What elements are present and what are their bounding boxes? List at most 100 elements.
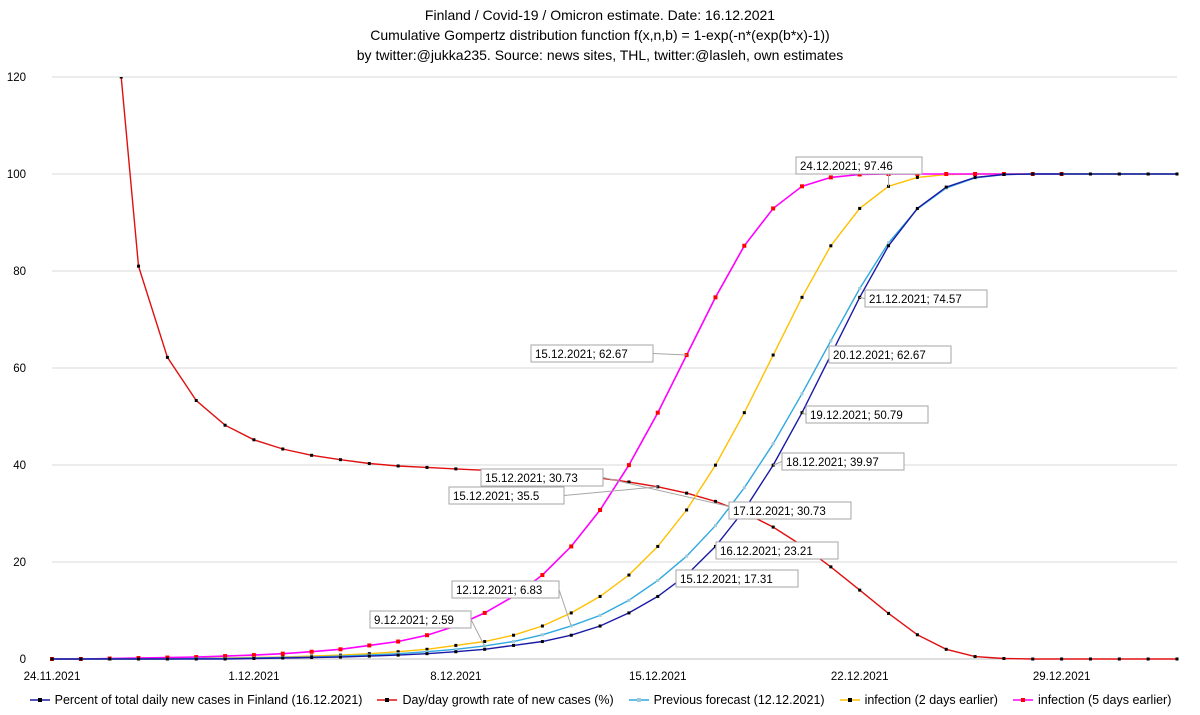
annotation-box [451,580,560,599]
annotation-label: 12.12.2021; 6.83 [456,585,542,597]
annotation-label: 20.12.2021; 62.67 [833,350,926,362]
annotation-box [530,344,654,363]
data-point [223,657,227,661]
y-tick-label: 60 [13,363,26,375]
legend-item: Percent of total daily new cases in Finl… [29,693,363,707]
x-tick-label: 22.12.2021 [831,671,889,683]
annotation-box [480,468,604,487]
data-point [887,241,891,245]
data-point [108,657,112,661]
data-point [656,578,660,582]
data-point [569,633,573,637]
data-point [1117,657,1121,661]
data-point [454,647,458,651]
data-point [973,175,977,179]
chart-title-line-3: by twitter:@jukka235. Source: news sites… [356,47,844,63]
data-point [483,647,487,651]
data-point [944,647,948,651]
data-point [310,453,314,457]
legend-label: Day/day growth rate of new cases (%) [402,693,614,707]
data-point [829,565,833,569]
data-point [50,657,54,661]
annotation-callout: 15.12.2021; 17.31 [675,569,799,588]
annotation-label: 15.12.2021; 17.31 [680,574,773,586]
annotation-layer: 24.12.2021; 97.46 21.12.2021; 74.57 20.12.… [369,156,988,629]
annotation-callout: 16.12.2021; 23.21 [715,541,839,560]
legend-swatch-marker [385,698,390,702]
legend-item: Previous forecast (12.12.2021) [628,693,825,707]
data-point [685,508,689,512]
annotation-callout: 9.12.2021; 2.59 [369,610,472,629]
data-point [742,243,747,248]
data-point [828,175,833,180]
legend-swatch [377,698,398,702]
leader-layer [470,165,890,647]
y-tick-label: 20 [13,557,26,569]
data-point [512,640,516,644]
annotation-box [795,156,923,175]
annotation-callout: 19.12.2021; 50.79 [805,405,929,424]
x-tick-label: 15.12.2021 [629,671,687,683]
data-point [280,651,285,656]
data-point [1031,657,1035,661]
data-point [800,392,804,396]
data-point [858,588,862,592]
y-tick-label: 80 [13,266,26,278]
data-point [973,172,978,176]
legend-item: infection (2 days earlier) [839,693,998,707]
annotation-leader [470,619,486,647]
data-point [367,643,372,648]
data-point [598,594,602,598]
data-point [1146,657,1150,661]
annotation-callout: 21.12.2021; 74.57 [864,289,988,308]
data-point [626,463,631,468]
data-point [482,610,487,615]
annotation-callout: 12.12.2021; 6.83 [451,580,560,599]
legend-swatch-marker [1020,698,1025,702]
data-point [829,339,833,343]
legend-item: infection (5 days earlier) [1012,693,1171,707]
annotation-leader [801,412,807,415]
data-point [483,640,487,644]
data-point [915,633,919,637]
annotation-leader [859,296,866,299]
annotation-leader [563,486,658,496]
data-point [425,652,429,656]
data-point [598,624,602,628]
data-point [396,650,400,654]
data-point [627,611,631,615]
data-point [771,442,775,446]
line-chart: 0 20 40 60 80 100 120 24.11.2021 1.12.2021 8.12.2… [7,72,1179,683]
data-point [655,410,660,415]
data-point [1117,172,1121,176]
legend-label: Percent of total daily new cases in Finl… [54,693,363,707]
y-tick-label: 40 [13,460,26,472]
x-tick-label: 1.12.2021 [228,671,279,683]
annotation-callout: 18.12.2021; 39.97 [781,452,905,471]
annotation-box [675,569,799,588]
annotation-leader [602,477,745,511]
annotation-box [828,345,952,364]
data-point [598,507,603,512]
data-point [338,655,342,659]
data-point [742,411,746,415]
data-point [454,650,458,654]
annotation-box [781,452,905,471]
data-point [685,491,689,495]
data-point [887,611,891,615]
y-tick-label: 100 [7,169,26,181]
data-point [512,633,516,637]
data-point [915,175,919,179]
legend-swatch-marker [37,698,42,702]
data-point [1146,172,1150,176]
data-point [309,649,314,654]
data-point [1002,657,1006,661]
data-point [396,653,400,657]
data-point [713,295,718,300]
data-point [915,206,919,210]
data-point [800,184,804,189]
data-point [252,438,256,442]
annotation-label: 15.12.2021; 35.5 [453,491,539,503]
annotation-callout: 17.12.2021; 30.73 [728,501,852,520]
data-point [973,655,977,659]
